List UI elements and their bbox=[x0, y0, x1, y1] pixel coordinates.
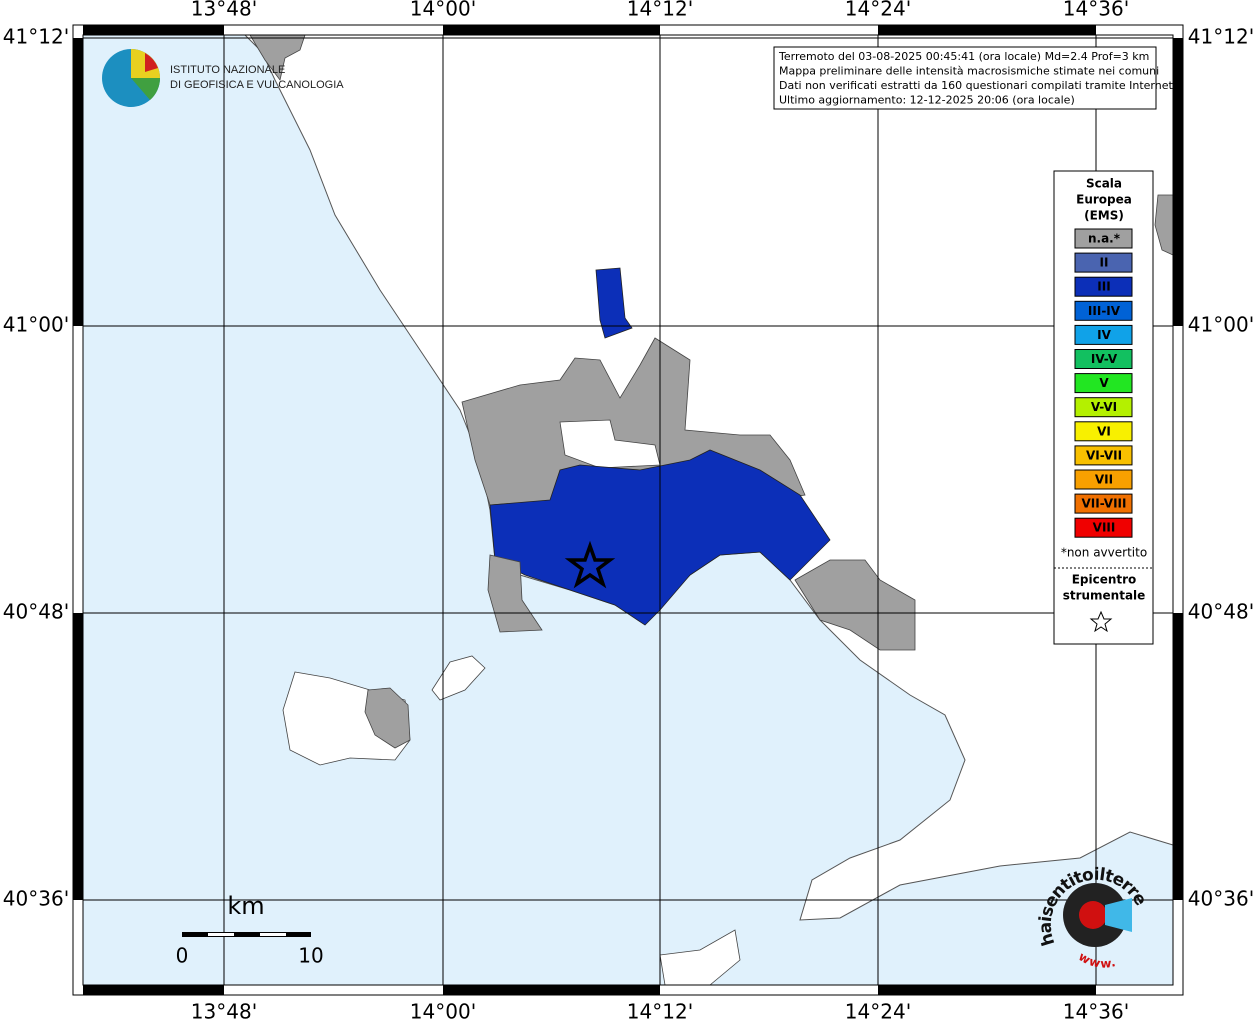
logo-segment bbox=[131, 78, 161, 100]
longitude-label: 14°24' bbox=[845, 1000, 911, 1024]
frame-band bbox=[443, 985, 660, 995]
longitude-label: 14°36' bbox=[1063, 1000, 1129, 1024]
info-line: Ultimo aggiornamento: 12-12-2025 20:06 (… bbox=[779, 94, 1075, 107]
legend-label: V bbox=[1099, 376, 1109, 390]
longitude-label: 14°12' bbox=[627, 1000, 693, 1024]
legend-label: VI bbox=[1097, 424, 1111, 438]
legend: ScalaEuropea(EMS)n.a.*IIIIIIII-IVIVIV-VV… bbox=[1053, 170, 1154, 645]
frame-band bbox=[83, 25, 224, 35]
longitude-label: 14°36' bbox=[1063, 0, 1129, 21]
axis-labels: 13°48' 13°48' 14°00' 14°00' 14°12' 14°12' 14°2… bbox=[3, 0, 1254, 1024]
legend-label: II bbox=[1100, 256, 1109, 270]
frame-band bbox=[443, 25, 660, 35]
legend-label: V-VI bbox=[1091, 400, 1117, 414]
longitude-label: 13°48' bbox=[191, 0, 257, 21]
gray-municipalities-south bbox=[794, 559, 916, 651]
latitude-label: 40°48' bbox=[3, 600, 69, 624]
legend-swatch bbox=[1074, 324, 1133, 345]
frame-band bbox=[1173, 613, 1183, 900]
info-line: Dati non verificati estratti da 160 ques… bbox=[779, 79, 1176, 92]
island-ischia-gray bbox=[364, 687, 411, 749]
latitude-label: 41°12' bbox=[3, 25, 69, 49]
latitude-label: 41°12' bbox=[1188, 25, 1254, 49]
scale-bar-segment bbox=[260, 933, 286, 936]
longitude-label: 13°48' bbox=[191, 1000, 257, 1024]
legend-label: IV-V bbox=[1091, 352, 1118, 366]
longitude-label: 14°24' bbox=[845, 0, 911, 21]
intensity-III-area-north bbox=[595, 267, 633, 339]
legend-swatch bbox=[1074, 228, 1133, 249]
legend-label: VII bbox=[1095, 473, 1113, 487]
scale-unit: km bbox=[227, 892, 264, 920]
info-box: Terremoto del 03-08-2025 00:45:41 (ora l… bbox=[773, 46, 1176, 110]
legend-title: Europea bbox=[1076, 193, 1132, 207]
latitude-label: 41°00' bbox=[1188, 313, 1254, 337]
scale-bar-segment bbox=[208, 933, 234, 936]
logo-segment bbox=[145, 53, 158, 72]
legend-label: n.a.* bbox=[1088, 232, 1121, 246]
white-area bbox=[559, 419, 661, 469]
map-frame bbox=[72, 24, 1184, 996]
frame-band bbox=[878, 25, 1096, 35]
legend-swatch bbox=[1074, 469, 1133, 490]
island-procida bbox=[431, 655, 486, 701]
legend-swatch bbox=[1074, 445, 1133, 466]
frame-band bbox=[1173, 38, 1183, 326]
legend-label: III-IV bbox=[1088, 304, 1121, 318]
latitude-label: 41°00' bbox=[3, 313, 69, 337]
legend-title: (EMS) bbox=[1084, 209, 1124, 223]
legend-label: VI-VII bbox=[1086, 448, 1122, 462]
legend-swatch bbox=[1074, 517, 1133, 538]
legend-swatch bbox=[1074, 300, 1133, 321]
legend-swatch bbox=[1074, 373, 1133, 394]
info-line: Mappa preliminare delle intensità macros… bbox=[779, 65, 1159, 78]
legend-label: IV bbox=[1097, 328, 1111, 342]
latitude-label: 40°48' bbox=[1188, 600, 1254, 624]
epicenter-star bbox=[564, 540, 616, 589]
logo-text: ISTITUTO NAZIONALE bbox=[170, 64, 285, 76]
frame-band bbox=[73, 613, 83, 900]
badge-dot bbox=[1079, 901, 1107, 929]
legend-label: VII-VIII bbox=[1081, 497, 1126, 511]
longitude-label: 14°12' bbox=[627, 0, 693, 21]
frame-band bbox=[83, 985, 224, 995]
legend-epicenter: Epicentro bbox=[1072, 573, 1137, 587]
legend-swatch bbox=[1074, 349, 1133, 369]
legend-swatch bbox=[1074, 493, 1133, 514]
gray-area-east bbox=[1154, 194, 1174, 256]
legend-epicenter: strumentale bbox=[1063, 589, 1146, 603]
scale-bar-bar bbox=[182, 932, 311, 937]
legend-swatch bbox=[1074, 276, 1133, 297]
legend-label: III bbox=[1097, 280, 1110, 294]
frame-band bbox=[878, 985, 1096, 995]
legend-swatch bbox=[1074, 397, 1133, 418]
scale-bar: km 0 10 bbox=[176, 892, 324, 968]
legend-swatch bbox=[1074, 421, 1133, 442]
ingv-logo: ISTITUTO NAZIONALE DI GEOFISICA E VULCAN… bbox=[102, 49, 344, 107]
logo-text: DI GEOFISICA E VULCANOLOGIA bbox=[170, 79, 344, 91]
scale-label: 10 bbox=[298, 944, 323, 968]
legend-label: VIII bbox=[1093, 521, 1116, 535]
latitude-label: 40°36' bbox=[3, 887, 69, 911]
frame-band bbox=[73, 38, 83, 326]
badge-horn bbox=[1105, 898, 1132, 932]
info-box-frame bbox=[773, 46, 1157, 110]
longitude-label: 14°00' bbox=[410, 0, 476, 21]
legend-note: *non avvertito bbox=[1061, 546, 1147, 560]
scale-label: 0 bbox=[176, 944, 189, 968]
legend-star bbox=[1089, 610, 1113, 633]
legend-swatch bbox=[1074, 252, 1133, 273]
legend-title: Scala bbox=[1086, 177, 1122, 191]
info-line: Terremoto del 03-08-2025 00:45:41 (ora l… bbox=[778, 50, 1149, 63]
latitude-label: 40°36' bbox=[1188, 887, 1254, 911]
longitude-label: 14°00' bbox=[410, 1000, 476, 1024]
